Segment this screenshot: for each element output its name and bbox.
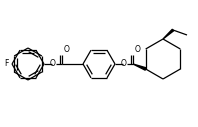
- Text: O: O: [121, 60, 127, 68]
- Text: O: O: [50, 60, 56, 68]
- Polygon shape: [133, 64, 146, 70]
- Polygon shape: [163, 29, 174, 39]
- Text: O: O: [64, 45, 69, 54]
- Text: O: O: [134, 45, 140, 54]
- Text: F: F: [5, 60, 9, 68]
